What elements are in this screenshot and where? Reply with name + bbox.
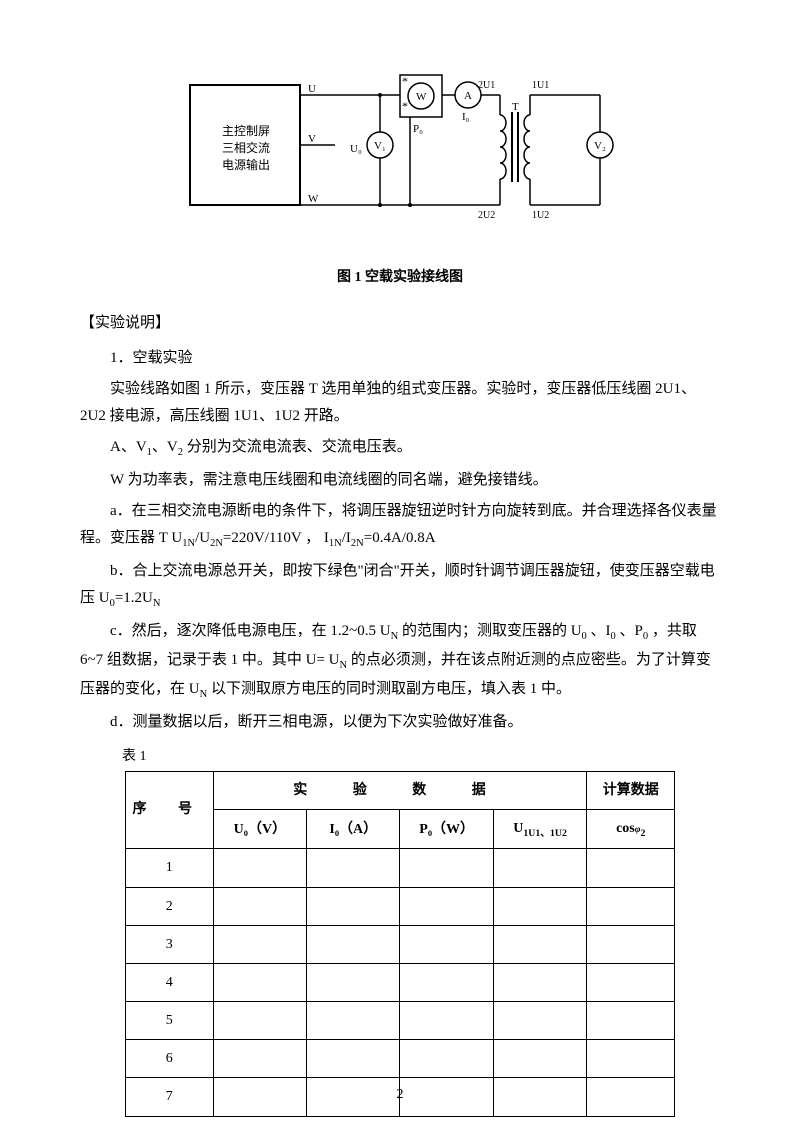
table-row: 2 [125,887,674,925]
box-line2: 三相交流 [222,140,270,155]
para-4: a．在三相交流电源断电的条件下，将调压器旋钮逆时针方向旋转到底。并合理选择各仪表… [80,498,720,554]
th-i0: I₀（A） [307,809,400,848]
box-line3: 电源输出 [222,157,270,172]
th-u1u1: U1U1、1U2 [493,809,586,848]
circuit-diagram: 主控制屏 三相交流 电源输出 U V W W * * P₀ A I₀ 2U1 2… [180,60,620,245]
ammeter-label: A [464,90,472,102]
table-row: 4 [125,963,674,1001]
svg-text:*: * [402,74,408,88]
p0-label: P₀ [413,123,423,135]
v1-label: V₁ [374,140,386,152]
data-table: 序 号 实 验 数 据 计算数据 U₀（V） I₀（A） P₀（W） U1U1、… [125,771,675,1117]
table-row: 1 [125,849,674,887]
item1-heading: 1．空载实验 [80,345,720,372]
terminal-w: W [308,193,319,205]
para-7: d．测量数据以后，断开三相电源，以便为下次实验做好准备。 [80,709,720,736]
p1-text: 实验线路如图 1 所示，变压器 T 选用单独的组式变压器。实验时，变压器低压线圈… [80,381,696,424]
table-header-row1: 序 号 实 验 数 据 计算数据 [125,771,674,809]
t1u2-label: 1U2 [532,210,549,221]
para-2: A、V1、V2 分别为交流电流表、交流电压表。 [80,434,720,463]
v2-label: V₂ [594,140,606,152]
th-seq: 序 号 [125,771,213,849]
i0-label: I₀ [462,111,470,123]
para-5: b．合上交流电源总开关，即按下绿色"闭合"开关，顺时针调节调压器旋钮，使变压器空… [80,558,720,614]
para-6: c．然后，逐次降低电源电压，在 1.2~0.5 UN 的范围内；测取变压器的 U… [80,618,720,705]
th-exp: 实 验 数 据 [213,771,587,809]
t2u2-label: 2U2 [478,210,495,221]
page-number: 2 [0,1082,800,1107]
table-row: 3 [125,925,674,963]
terminal-v: V [308,133,316,145]
th-cos: cosφ2 [587,809,675,848]
wattmeter-label: W [416,91,427,103]
exp-desc-heading: 【实验说明】 [80,310,720,337]
th-calc: 计算数据 [587,771,675,809]
box-line1: 主控制屏 [222,124,270,138]
table-row: 6 [125,1040,674,1078]
t1u1-label: 1U1 [532,80,549,91]
u0-label: U₀ [350,143,362,155]
circuit-svg: 主控制屏 三相交流 电源输出 U V W W * * P₀ A I₀ 2U1 2… [180,60,620,235]
t-label: T [512,101,519,113]
diagram-caption: 图 1 空载实验接线图 [80,265,720,290]
table-row: 5 [125,1002,674,1040]
terminal-u: U [308,83,316,95]
th-p0: P₀（W） [400,809,493,848]
svg-text:*: * [402,99,408,113]
table-label: 表 1 [122,744,720,769]
para-1: 实验线路如图 1 所示，变压器 T 选用单独的组式变压器。实验时，变压器低压线圈… [80,376,720,430]
t2u1-label: 2U1 [478,80,495,91]
para-3: W 为功率表，需注意电压线圈和电流线圈的同名端，避免接错线。 [80,467,720,494]
th-u0: U₀（V） [213,809,306,848]
